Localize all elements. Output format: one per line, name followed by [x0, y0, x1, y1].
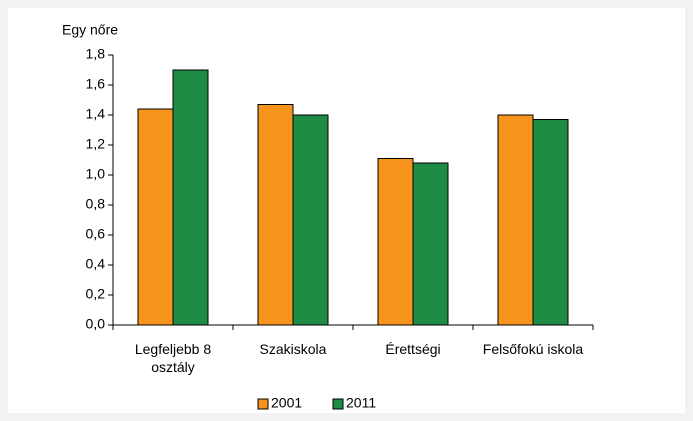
bar: [292, 114, 329, 326]
legend-swatch: [332, 398, 344, 410]
y-tick-label: 0,6: [86, 226, 106, 242]
x-tick-label: Szakiskola: [259, 341, 327, 357]
y-tick-label: 1,0: [86, 166, 106, 182]
x-tick-label: Felsőfokú iskola: [482, 341, 584, 357]
bar: [412, 162, 449, 326]
legend-swatch: [257, 398, 269, 410]
y-tick-label: 0,2: [86, 286, 106, 302]
bar: [497, 114, 534, 326]
x-tick-label: Érettségi: [385, 341, 441, 357]
y-tick-label: 1,4: [86, 106, 106, 122]
bar: [257, 104, 294, 326]
y-tick-label: 1,2: [86, 136, 106, 152]
legend-label: 2011: [346, 395, 376, 411]
legend-label: 2001: [271, 395, 302, 411]
y-tick-label: 0,4: [86, 256, 106, 272]
x-tick-label: Legfeljebb 8 osztály: [134, 341, 212, 375]
y-tick-label: 1,6: [86, 76, 106, 92]
y-tick-label: 0,8: [86, 196, 106, 212]
y-tick-label: 1,8: [86, 46, 106, 62]
bar: [172, 69, 209, 326]
bar: [137, 108, 174, 326]
y-tick-label: 0,0: [86, 316, 106, 332]
bar: [532, 119, 569, 326]
y-axis-label: Egy nőre: [62, 22, 118, 38]
chart-area: [8, 8, 685, 413]
bar: [377, 158, 414, 326]
